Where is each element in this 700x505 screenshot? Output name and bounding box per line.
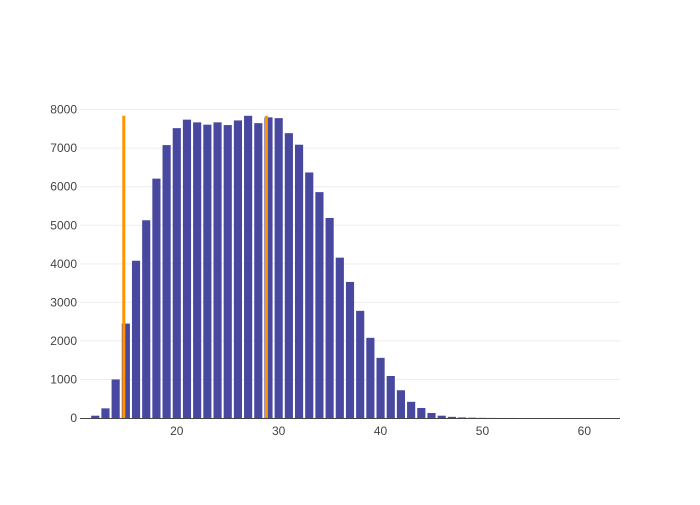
x-tick-label: 40	[374, 424, 388, 438]
histogram-bar	[244, 116, 252, 418]
histogram-bar	[112, 379, 120, 418]
histogram-bar	[448, 417, 456, 418]
histogram-bar	[91, 416, 99, 418]
y-tick-label: 0	[70, 411, 77, 425]
y-tick-label: 4000	[50, 257, 77, 271]
histogram-bar	[305, 172, 313, 418]
histogram-bar	[336, 258, 344, 418]
histogram-bar	[295, 145, 303, 418]
y-tick-label: 5000	[50, 218, 77, 232]
x-tick-label: 50	[476, 424, 490, 438]
histogram-bar	[254, 123, 262, 418]
histogram-bar	[366, 338, 374, 418]
x-tick-label: 30	[272, 424, 286, 438]
histogram-bar	[173, 128, 181, 418]
bar-layer	[91, 116, 517, 418]
histogram-bar	[346, 282, 354, 418]
histogram-bar	[163, 145, 171, 418]
histogram-bar	[458, 417, 466, 418]
histogram-bar	[132, 261, 140, 418]
histogram-bar	[152, 179, 160, 418]
y-tick-label: 3000	[50, 295, 77, 309]
histogram-bar	[101, 408, 109, 418]
histogram-bar	[193, 122, 201, 418]
y-tick-label: 1000	[50, 372, 77, 386]
histogram-bar	[387, 376, 395, 418]
y-tick-label: 2000	[50, 334, 77, 348]
histogram-bar	[142, 220, 150, 418]
histogram-bar	[417, 408, 425, 418]
histogram-bar	[315, 192, 323, 418]
histogram-bar	[275, 118, 283, 418]
histogram-bar	[407, 402, 415, 418]
histogram-bar	[427, 413, 435, 418]
y-tick-label: 8000	[50, 103, 77, 117]
histogram-bar	[213, 122, 221, 418]
y-tick-label: 7000	[50, 141, 77, 155]
histogram-bar	[234, 120, 242, 418]
histogram-bar	[183, 120, 191, 418]
histogram-bar	[224, 125, 232, 418]
x-tick-label: 60	[578, 424, 592, 438]
histogram-bar	[356, 311, 364, 418]
histogram-bar	[285, 133, 293, 418]
histogram-bar	[397, 390, 405, 418]
y-tick-label: 6000	[50, 180, 77, 194]
histogram-bar	[376, 358, 384, 418]
histogram-bar	[203, 125, 211, 418]
x-tick-label: 20	[170, 424, 184, 438]
histogram-bar	[438, 416, 446, 418]
histogram-bar	[326, 218, 334, 418]
